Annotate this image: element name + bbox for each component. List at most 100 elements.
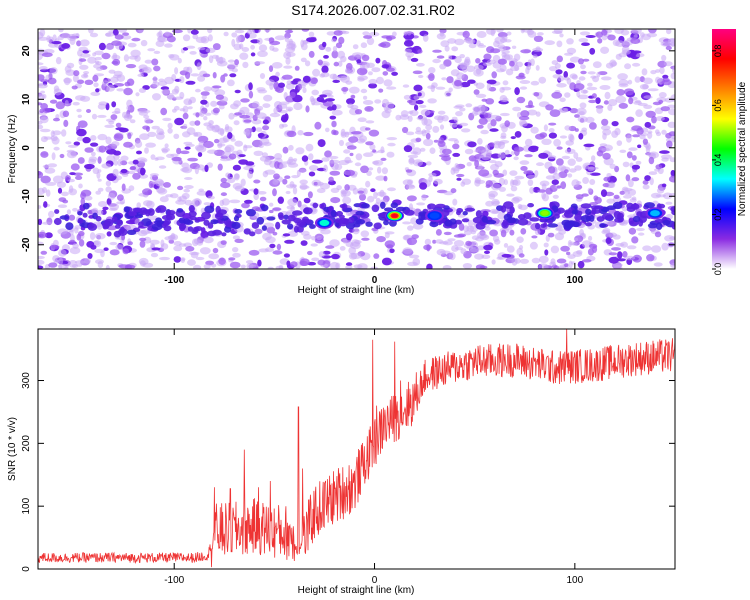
heatmap-cell [279, 123, 284, 129]
heatmap-cell [452, 152, 461, 157]
heatmap-cell [129, 119, 136, 124]
heatmap-cell [53, 117, 60, 122]
heatmap-cell [203, 140, 214, 149]
heatmap-cell [421, 194, 427, 201]
heatmap-cell [169, 193, 179, 199]
heatmap-cell [305, 143, 314, 152]
spectrogram-y-label: Frequency (Hz) [7, 115, 18, 184]
heatmap-cell [620, 241, 628, 248]
heatmap-cell [196, 62, 202, 71]
signal-band-cell [145, 210, 151, 217]
signal-band-cell [662, 219, 671, 226]
heatmap-cell [184, 199, 193, 206]
heatmap-cell [281, 74, 293, 80]
heatmap-cell [320, 72, 330, 78]
heatmap-cell [571, 179, 580, 188]
heatmap-cell [341, 30, 350, 35]
heatmap-cell [247, 171, 254, 179]
heatmap-cell [380, 157, 387, 161]
heatmap-cell [514, 148, 520, 157]
heatmap-cell [458, 223, 465, 231]
heatmap-cell [204, 164, 209, 173]
heatmap-cell [141, 66, 152, 74]
heatmap-cell [637, 144, 642, 149]
heatmap-cell [500, 229, 507, 238]
heatmap-cell [501, 52, 507, 58]
heatmap-cell [289, 181, 295, 188]
heatmap-cell [71, 85, 78, 90]
heatmap-cell [178, 243, 187, 247]
heatmap-cell [408, 184, 415, 188]
heatmap-cell [185, 246, 195, 252]
heatmap-cell [646, 152, 656, 157]
heatmap-cell [579, 229, 584, 237]
heatmap-cell [368, 78, 378, 85]
heatmap-cell [208, 253, 220, 260]
heatmap-cell [566, 47, 577, 55]
heatmap-cell [179, 76, 185, 84]
heatmap-cell [471, 110, 478, 117]
heatmap-cell [185, 71, 191, 80]
heatmap-cell [89, 32, 99, 38]
signal-band-cell [636, 211, 643, 217]
y-tick-label: 0 [21, 145, 32, 151]
heatmap-cell [91, 207, 99, 214]
heatmap-cell [38, 94, 45, 100]
heatmap-cell [115, 122, 122, 128]
heatmap-cell [211, 263, 217, 268]
heatmap-cell [218, 105, 225, 110]
heatmap-cell [632, 254, 642, 263]
heatmap-cell [194, 166, 199, 175]
heatmap-cell [569, 241, 575, 246]
heatmap-cell [267, 266, 274, 269]
heatmap-cell [563, 71, 568, 78]
signal-band-cell [156, 205, 167, 213]
heatmap-cell [300, 240, 308, 246]
heatmap-cell [514, 175, 525, 180]
heatmap-cell [285, 190, 291, 195]
heatmap-cell [69, 172, 76, 176]
heatmap-cell [138, 88, 146, 93]
heatmap-cell [94, 56, 103, 61]
colorbar-tick-label: 0.8 [713, 45, 723, 58]
heatmap-cell [93, 82, 99, 88]
heatmap-cell [252, 101, 260, 108]
heatmap-cell [212, 72, 217, 79]
heatmap-cell [663, 61, 673, 67]
heatmap-cell [602, 132, 607, 140]
heatmap-cell [351, 131, 362, 135]
heatmap-cell [256, 112, 267, 119]
heatmap-cell [653, 262, 663, 267]
heatmap-cell [554, 232, 565, 241]
heatmap-cell [453, 240, 465, 247]
heatmap-cell [179, 195, 187, 202]
heatmap-cell [246, 262, 254, 269]
heatmap-cell [105, 186, 112, 193]
x-tick-label: -100 [164, 275, 184, 286]
heatmap-cell [423, 244, 432, 251]
heatmap-cell [513, 156, 519, 161]
heatmap-cell [621, 46, 630, 54]
heatmap-cell [117, 159, 123, 167]
heatmap-cell [575, 157, 583, 162]
heatmap-cell [439, 124, 445, 130]
signal-peak [391, 213, 398, 218]
heatmap-cell [173, 256, 182, 263]
heatmap-cell [240, 98, 250, 103]
heatmap-cell [95, 233, 106, 240]
heatmap-cell [285, 83, 295, 90]
heatmap-cell [408, 203, 414, 211]
heatmap-cell [132, 159, 139, 165]
heatmap-cell [659, 66, 665, 75]
heatmap-cell [283, 253, 290, 258]
heatmap-cell [284, 113, 289, 121]
heatmap-cell [422, 34, 429, 42]
heatmap-cell [51, 245, 60, 249]
heatmap-cell [490, 119, 497, 127]
heatmap-cell [248, 82, 253, 91]
heatmap-cell [483, 53, 492, 61]
heatmap-cell [444, 45, 450, 52]
signal-band-cell [404, 209, 415, 216]
heatmap-cell [216, 57, 226, 64]
heatmap-cell [476, 231, 487, 240]
